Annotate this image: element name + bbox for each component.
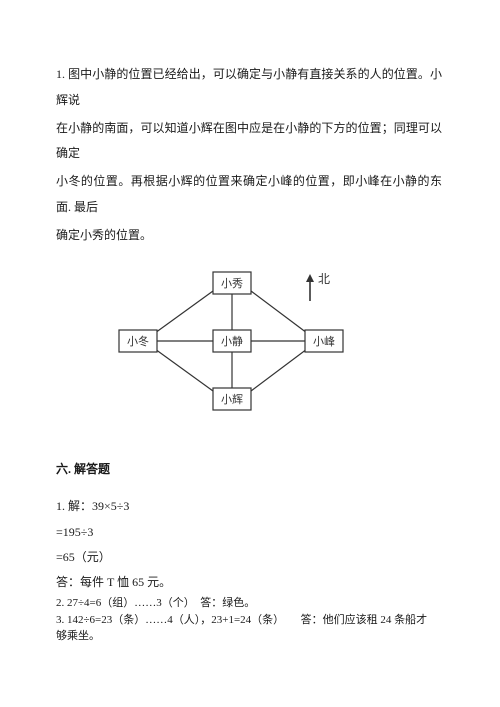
north-arrow-head <box>306 274 314 282</box>
q1-line4: 答：每件 T 恤 65 元。 <box>56 570 442 595</box>
q2-q3-block: 2. 27÷4=6（组）……3（个） 答：绿色。 3. 142÷6=23（条）…… <box>56 595 442 645</box>
q2-line: 2. 27÷4=6（组）……3（个） 答：绿色。 <box>56 595 442 612</box>
section-six: 六. 解答题 1. 解：39×5÷3 =195÷3 =65（元） 答：每件 T … <box>56 457 442 645</box>
position-diagram: 小秀小冬 小静 小峰小辉 北 <box>104 261 394 439</box>
diagram-edge <box>251 349 307 391</box>
problem-line-3: 小冬的位置。再根据小辉的位置来确定小峰的位置，即小峰在小静的东面. 最后 <box>56 169 442 221</box>
svg-text:小秀: 小秀 <box>221 277 243 290</box>
q3-line-b: 够乘坐。 <box>56 628 442 645</box>
q3-line-a: 3. 142÷6=23（条）……4（人），23+1=24（条） 答：他们应该租 … <box>56 612 442 629</box>
svg-text:小静: 小静 <box>221 334 243 348</box>
diagram-container: 小秀小冬 小静 小峰小辉 北 <box>56 261 442 439</box>
q1-line3: =65（元） <box>56 545 442 570</box>
node-xiaofeng: 小峰 <box>305 330 343 352</box>
svg-text:小辉: 小辉 <box>221 393 243 406</box>
problem-number: 1. <box>56 67 65 81</box>
node-xiaojing: 小静 <box>213 330 251 352</box>
page: 1. 图中小静的位置已经给出，可以确定与小静有直接关系的人的位置。小辉说 在小静… <box>0 0 500 685</box>
north-label: 北 <box>318 272 330 286</box>
problem-line-2: 在小静的南面，可以知道小辉在图中应是在小静的下方的位置；同理可以确定 <box>56 116 442 168</box>
q1-line2: =195÷3 <box>56 520 442 545</box>
node-xiaodong: 小冬 <box>119 330 157 352</box>
node-xiaoxiu: 小秀 <box>213 272 251 294</box>
svg-text:小冬: 小冬 <box>127 334 149 348</box>
section-six-title: 六. 解答题 <box>56 457 442 483</box>
problem-text: 1. 图中小静的位置已经给出，可以确定与小静有直接关系的人的位置。小辉说 <box>56 62 442 114</box>
diagram-edge <box>155 291 213 333</box>
problem-line-1: 图中小静的位置已经给出，可以确定与小静有直接关系的人的位置。小辉说 <box>56 67 442 107</box>
q1-line1: 1. 解：39×5÷3 <box>56 494 442 519</box>
svg-text:小峰: 小峰 <box>313 335 335 348</box>
diagram-edge <box>251 291 307 333</box>
node-xiaohui: 小辉 <box>213 388 251 410</box>
diagram-edge <box>155 349 213 391</box>
problem-line-4: 确定小秀的位置。 <box>56 223 442 249</box>
